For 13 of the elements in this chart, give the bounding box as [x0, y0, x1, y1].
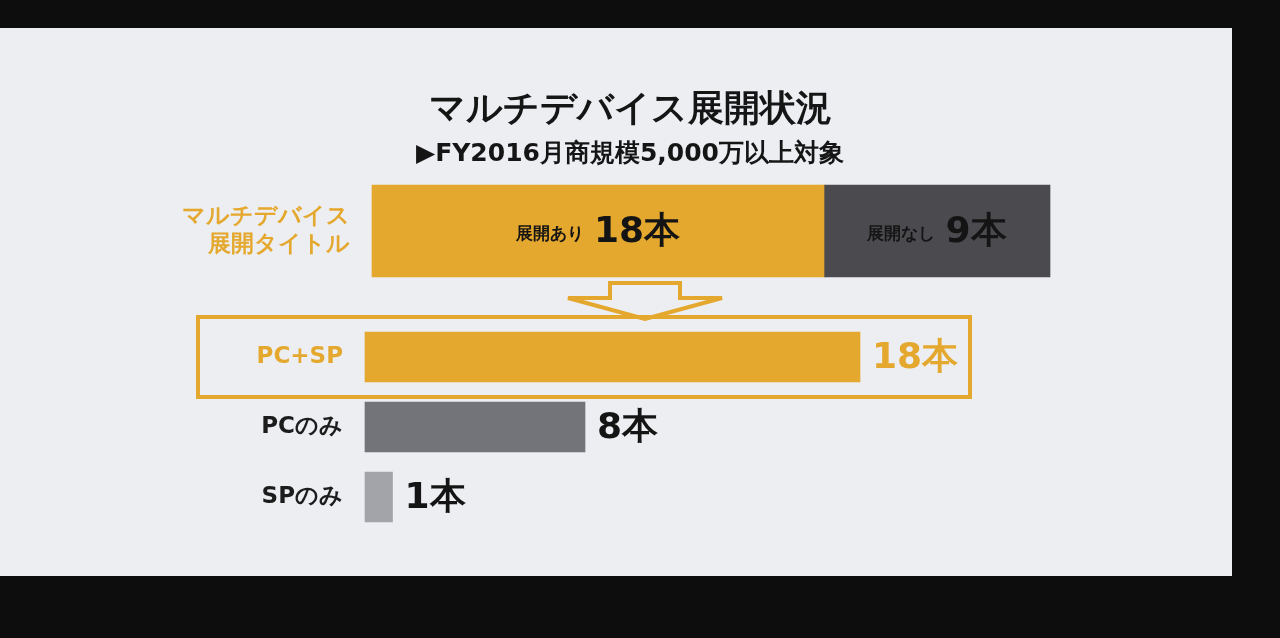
series-label: 展開あり [514, 223, 584, 244]
y-tick-label: SPのみ [261, 481, 343, 508]
data-label: 18本 [593, 209, 681, 251]
chart-title: マルチデバイス展開状況 [427, 86, 833, 130]
series-label: 展開なし [866, 223, 936, 244]
data-label: 8本 [597, 405, 659, 447]
y-tick-label: PC+SP [256, 341, 343, 368]
y-tick-label: PCのみ [261, 411, 343, 438]
data-label: 9本 [945, 209, 1007, 251]
y-tick-label: マルチデバイス展開タイトル [182, 201, 350, 257]
data-label: 1本 [404, 475, 466, 517]
chart-subtitle: ▶FY2016月商規模5,000万以上対象 [414, 137, 846, 169]
data-label: 18本 [872, 335, 959, 377]
